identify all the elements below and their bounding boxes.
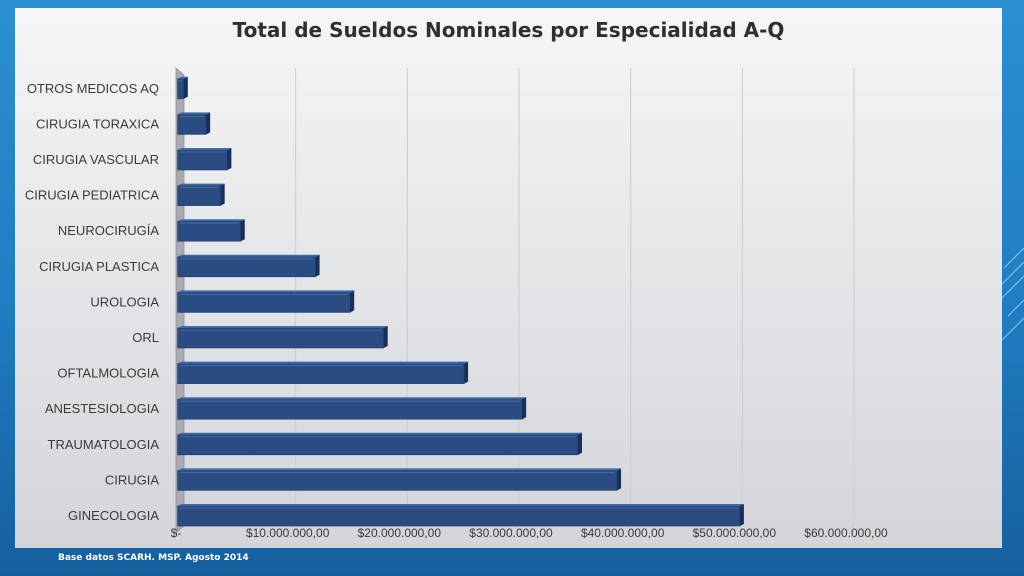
bar-top <box>177 254 320 257</box>
bar <box>177 183 225 206</box>
category-label: CIRUGIA PEDIATRICA <box>25 188 159 203</box>
bar <box>177 326 388 349</box>
bar-side <box>464 361 469 384</box>
bar-side <box>350 290 355 313</box>
bar-front <box>177 327 385 349</box>
category-label: CIRUGIA <box>105 472 160 487</box>
bar-side <box>183 76 188 99</box>
bar-front <box>177 78 185 100</box>
bar-side <box>315 254 320 277</box>
deco-line <box>997 275 1024 303</box>
deco-line <box>999 317 1024 343</box>
category-label: UROLOGIA <box>90 294 159 309</box>
category-label: OFTALMOLOGIA <box>57 366 159 381</box>
bars <box>177 76 744 527</box>
bar-front <box>177 149 228 171</box>
gridline <box>845 68 855 533</box>
source-note: Base datos SCARH. MSP. Agosto 2014 <box>58 553 249 563</box>
category-label: CIRUGIA PLASTICA <box>39 259 159 274</box>
bar-side <box>578 432 582 455</box>
bar-side <box>206 112 211 135</box>
bar <box>177 468 622 491</box>
bar <box>177 148 232 171</box>
bar-front <box>177 185 221 206</box>
bar-front <box>177 398 523 420</box>
chart-panel: Total de Sueldos Nominales por Especiali… <box>15 8 1002 548</box>
bar-front <box>177 434 579 456</box>
bar-side <box>383 326 388 348</box>
bar <box>177 504 744 527</box>
category-label: ANESTESIOLOGIA <box>45 401 159 416</box>
bar-side <box>617 468 622 491</box>
category-label: CIRUGIA TORAXICA <box>36 116 159 131</box>
gridline <box>399 68 408 533</box>
bar <box>177 361 469 384</box>
deco-line <box>1007 299 1024 317</box>
category-label: NEUROCIRUGÍA <box>58 223 159 238</box>
bar-front <box>177 363 465 384</box>
bar-top <box>177 468 622 471</box>
bar-front <box>177 470 618 491</box>
bar-top <box>177 326 388 328</box>
bar-top <box>177 112 211 115</box>
bar-front <box>177 220 242 242</box>
bar-front <box>177 114 207 135</box>
bar <box>177 432 582 456</box>
x-tick-label: $30.000.000,00 <box>469 526 553 540</box>
bar-side <box>227 148 232 170</box>
bar-top <box>177 504 744 506</box>
gridlines <box>287 68 855 533</box>
bar-top <box>177 219 245 222</box>
bar-front <box>177 292 351 313</box>
gridline <box>510 68 520 533</box>
bar-front <box>177 505 741 527</box>
bar-front <box>177 256 316 278</box>
bar <box>177 290 355 313</box>
bar <box>177 254 320 278</box>
x-tick-label: $40.000.000,00 <box>581 526 665 540</box>
category-label: CIRUGIA VASCULAR <box>33 152 159 167</box>
bar <box>177 112 211 135</box>
bar <box>177 76 188 100</box>
category-labels: OTROS MEDICOS AQ CIRUGIA TORAXICA CIRUGIA … <box>25 81 159 523</box>
category-label: OTROS MEDICOS AQ <box>27 81 159 96</box>
bar-top <box>177 183 225 186</box>
bar-chart: OTROS MEDICOS AQ CIRUGIA TORAXICA CIRUGIA … <box>25 67 888 540</box>
x-tick-label: $- <box>171 526 182 540</box>
x-tick-label: $50.000.000,00 <box>693 526 777 540</box>
x-tick-label: $10.000.000,00 <box>246 526 330 540</box>
chart-title: Total de Sueldos Nominales por Especiali… <box>232 18 785 42</box>
bar <box>177 219 245 242</box>
gridline <box>734 68 743 533</box>
bar-side <box>220 183 225 206</box>
bar-side <box>739 504 744 526</box>
bar-side <box>240 219 245 242</box>
bar-top <box>177 148 232 150</box>
category-label: ORL <box>132 330 159 345</box>
bar-top <box>177 76 188 79</box>
bar-top <box>177 432 582 435</box>
bar-top <box>177 290 355 293</box>
x-tick-label: $60.000.000,00 <box>804 526 888 540</box>
category-label: GINECOLOGIA <box>68 508 159 523</box>
deco-line <box>1003 247 1024 269</box>
x-tick-labels: $- $10.000.000,00 $20.000.000,00 $30.000.00… <box>171 526 888 540</box>
x-tick-label: $20.000.000,00 <box>358 526 442 540</box>
bar-top <box>177 361 469 364</box>
bar <box>177 397 527 420</box>
gridline <box>622 68 632 533</box>
category-label: TRAUMATOLOGIA <box>48 437 160 452</box>
bar-side <box>522 397 527 420</box>
bar-top <box>177 397 527 400</box>
